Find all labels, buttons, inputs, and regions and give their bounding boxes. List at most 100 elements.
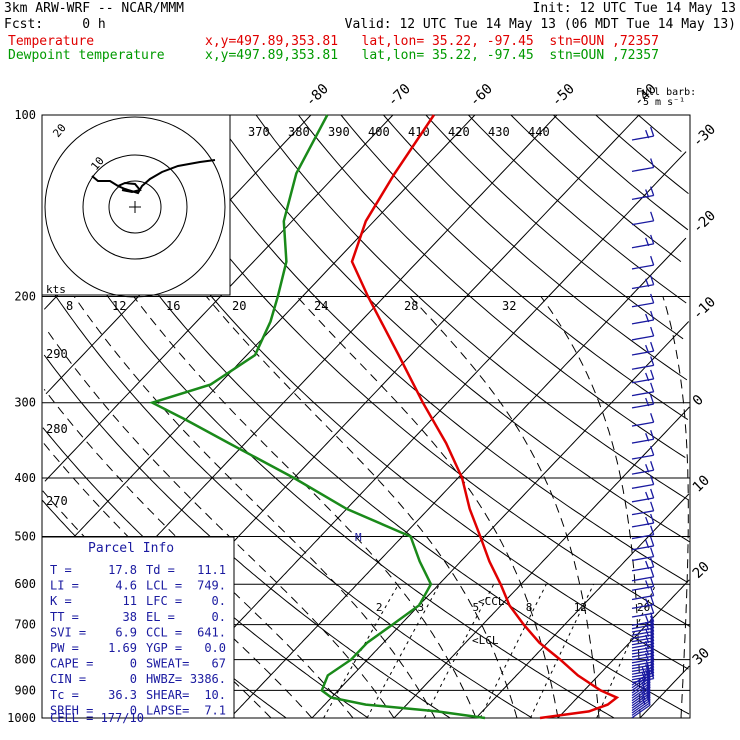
- wind-barb: [631, 704, 651, 719]
- parcel-label: CCL =: [146, 625, 182, 639]
- wind-barb-flag: [650, 625, 655, 635]
- dry-adiabat-line: [85, 114, 689, 670]
- wind-barb-flag: [646, 695, 651, 706]
- wind-barb-flag: [646, 686, 651, 696]
- speed-scale-label: 16: [166, 299, 180, 313]
- dry-adiabat-line: [41, 275, 533, 719]
- wind-barb-flag: [650, 356, 655, 366]
- pressure-tick-label: 200: [14, 290, 36, 304]
- wind-barb-flag: [641, 691, 646, 701]
- hodograph-ring: [44, 116, 226, 298]
- isotherm-line: [44, 114, 394, 482]
- parcel-value: 749.: [197, 579, 226, 593]
- parcel-label: LFC =: [146, 594, 182, 608]
- mixing-ratio-label: 3: [417, 601, 424, 614]
- isotherm-label: -30: [690, 121, 719, 150]
- pressure-tick-label: 900: [14, 683, 36, 697]
- mixing-ratio-label: 8: [526, 601, 533, 614]
- wind-barb-flag: [650, 430, 655, 440]
- pressure-tick-label: 100: [14, 108, 36, 122]
- wind-barb: [631, 364, 654, 370]
- wind-barb-flag: [650, 501, 655, 512]
- parcel-value: 0: [130, 672, 137, 686]
- wind-barb: [631, 264, 654, 270]
- wind-barb-flag: [645, 615, 650, 624]
- wind-barb-flag: [650, 640, 655, 651]
- wind-barb-flag: [646, 663, 651, 673]
- wind-barb: [631, 630, 654, 636]
- wind-barb: [631, 522, 654, 528]
- wind-barb-flag: [646, 671, 651, 681]
- wind-barb: [631, 556, 654, 562]
- init-time: Init: 12 UTC Tue 14 May 13: [532, 1, 737, 16]
- barb-legend-units: 5 m s⁻¹: [643, 97, 685, 108]
- mixing-ratio-label: 20: [637, 601, 650, 614]
- wind-barb-flag: [645, 634, 650, 644]
- wind-barb: [631, 284, 654, 290]
- wind-barb: [631, 483, 654, 489]
- wind-barb-flag: [645, 189, 650, 198]
- parcel-label: K =: [50, 594, 72, 608]
- temperature-trace: [350, 114, 620, 720]
- pressure-tick-label: 800: [14, 653, 36, 667]
- wind-barb-flag: [650, 394, 655, 405]
- dry-adiabat-line: [340, 114, 689, 421]
- wind-barb-flag: [645, 516, 650, 526]
- wind-barb: [631, 643, 654, 649]
- parcel-label: PW =: [50, 641, 79, 655]
- parcel-value: 67: [212, 657, 226, 671]
- wind-barb-flag: [650, 567, 655, 578]
- speed-scale-label: 12: [112, 299, 126, 313]
- wind-barb-flag: [650, 158, 655, 168]
- wind-barb-flag: [650, 634, 655, 645]
- pressure-tick-label: 500: [14, 529, 36, 543]
- wind-barb-flag: [646, 678, 651, 689]
- wind-barb-flag: [641, 681, 646, 691]
- dewpoint-legend: Dewpoint temperature: [8, 48, 165, 63]
- temperature-legend: Temperature: [8, 34, 95, 49]
- isotherm-line: [557, 579, 690, 719]
- wind-barb-flag: [650, 475, 655, 485]
- pressure-tick-label: 400: [14, 471, 36, 485]
- wind-barb-flag: [650, 577, 655, 587]
- parcel-value: 4.6: [115, 579, 137, 593]
- wind-barb-flag: [650, 547, 655, 557]
- wind-barb-flag: [650, 326, 655, 337]
- hodograph-units-label: kts: [46, 283, 66, 296]
- parcel-label: SREH =: [50, 703, 93, 717]
- isotherm-label: -20: [690, 208, 719, 237]
- isotherm-label: -10: [690, 294, 719, 323]
- parcel-info-box: [41, 536, 235, 719]
- parcel-value: 0: [130, 703, 137, 717]
- parcel-label: Td =: [146, 563, 175, 577]
- wind-barb: [631, 655, 654, 661]
- wind-barb-flag: [650, 234, 655, 245]
- wind-barb-flag: [650, 631, 655, 642]
- parcel-value: 17.8: [108, 563, 137, 577]
- dry-adiabat-line: [595, 114, 689, 194]
- wind-barb: [631, 166, 654, 172]
- parcel-info-title: Parcel Info: [88, 541, 174, 556]
- wind-barb-flag: [650, 310, 655, 321]
- wind-barb-flag: [650, 658, 655, 668]
- model-title: 3km ARW-WRF -- NCAR/MMM: [4, 1, 185, 16]
- wind-barb: [631, 421, 654, 427]
- lcl-annotation: <LCL: [472, 634, 499, 647]
- theta-label: 390: [328, 125, 350, 139]
- wind-barb-flag: [650, 382, 655, 393]
- wind-barb-flag: [650, 525, 655, 535]
- wind-barb-flag: [650, 413, 655, 423]
- dewpoint-trace: [148, 114, 486, 720]
- wind-barb: [631, 469, 654, 475]
- wind-barb: [631, 378, 654, 384]
- parcel-value: 3386.: [190, 672, 226, 686]
- wind-barb: [631, 649, 654, 655]
- hodograph-ring: [108, 180, 162, 234]
- dry-adiabat-line: [43, 354, 451, 719]
- dry-adiabat-line: [553, 114, 689, 231]
- wind-barb-flag: [645, 598, 650, 607]
- wind-barb-flag: [650, 666, 655, 677]
- wind-barb-flag: [650, 461, 655, 471]
- speed-scale-label: 8: [66, 299, 73, 313]
- wind-barb: [631, 640, 654, 646]
